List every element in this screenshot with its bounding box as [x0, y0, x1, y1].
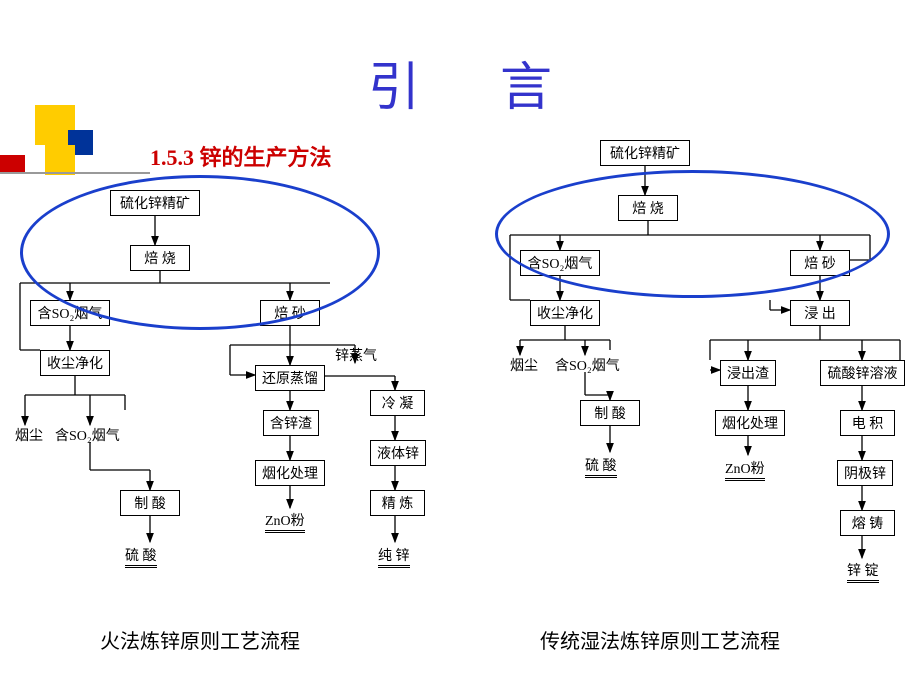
node-n3: 含SO₂烟气 [30, 300, 110, 326]
node-n7: 冷 凝 [370, 390, 425, 416]
node-n9: 制 酸 [120, 490, 180, 516]
node-n1: 硫化锌精矿 [600, 140, 690, 166]
left-caption: 火法炼锌原则工艺流程 [100, 625, 300, 654]
node-n5: 收尘净化 [530, 300, 600, 326]
label-l1: 烟尘 [510, 355, 538, 375]
output-o3: 锌 锭 [847, 560, 879, 580]
label-l1: 锌蒸气 [335, 345, 377, 365]
node-n8: 含锌渣 [263, 410, 319, 436]
decor-gray-line [0, 172, 150, 174]
node-n7: 制 酸 [580, 400, 640, 426]
node-n8: 浸出渣 [720, 360, 776, 386]
section-title: 1.5.3 锌的生产方法 [150, 140, 332, 172]
output-o2: ZnO粉 [265, 510, 305, 530]
node-n11: 液体锌 [370, 440, 426, 466]
node-n2: 焙 烧 [618, 195, 678, 221]
node-n4: 焙 砂 [790, 250, 850, 276]
node-n6: 还原蒸馏 [255, 365, 325, 391]
node-n10: 烟化处理 [255, 460, 325, 486]
node-n9: 硫酸锌溶液 [820, 360, 905, 386]
node-n2: 焙 烧 [130, 245, 190, 271]
node-n4: 焙 砂 [260, 300, 320, 326]
output-o1: 硫 酸 [125, 545, 157, 565]
label-l2: 含SO₂烟气 [555, 355, 620, 375]
decor-red-1 [0, 155, 25, 173]
node-n1: 硫化锌精矿 [110, 190, 200, 216]
node-n6: 浸 出 [790, 300, 850, 326]
right-caption: 传统湿法炼锌原则工艺流程 [540, 625, 780, 654]
node-n10: 烟化处理 [715, 410, 785, 436]
label-l2: 烟尘 [15, 425, 43, 445]
page-title: 引言 [0, 45, 920, 120]
output-o3: 纯 锌 [378, 545, 410, 565]
node-n12: 阴极锌 [837, 460, 893, 486]
decor-yellow-2 [45, 145, 75, 175]
label-l3: 含SO₂烟气 [55, 425, 120, 445]
node-n12: 精 炼 [370, 490, 425, 516]
node-n13: 熔 铸 [840, 510, 895, 536]
output-o1: 硫 酸 [585, 455, 617, 475]
node-n11: 电 积 [840, 410, 895, 436]
node-n3: 含SO₂烟气 [520, 250, 600, 276]
ellipse-right [495, 170, 890, 298]
node-n5: 收尘净化 [40, 350, 110, 376]
output-o2: ZnO粉 [725, 458, 765, 478]
